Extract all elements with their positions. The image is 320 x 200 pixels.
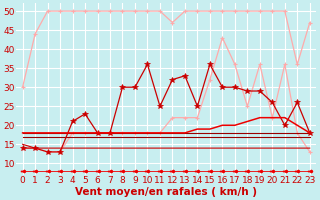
X-axis label: Vent moyen/en rafales ( km/h ): Vent moyen/en rafales ( km/h ) [75,187,257,197]
